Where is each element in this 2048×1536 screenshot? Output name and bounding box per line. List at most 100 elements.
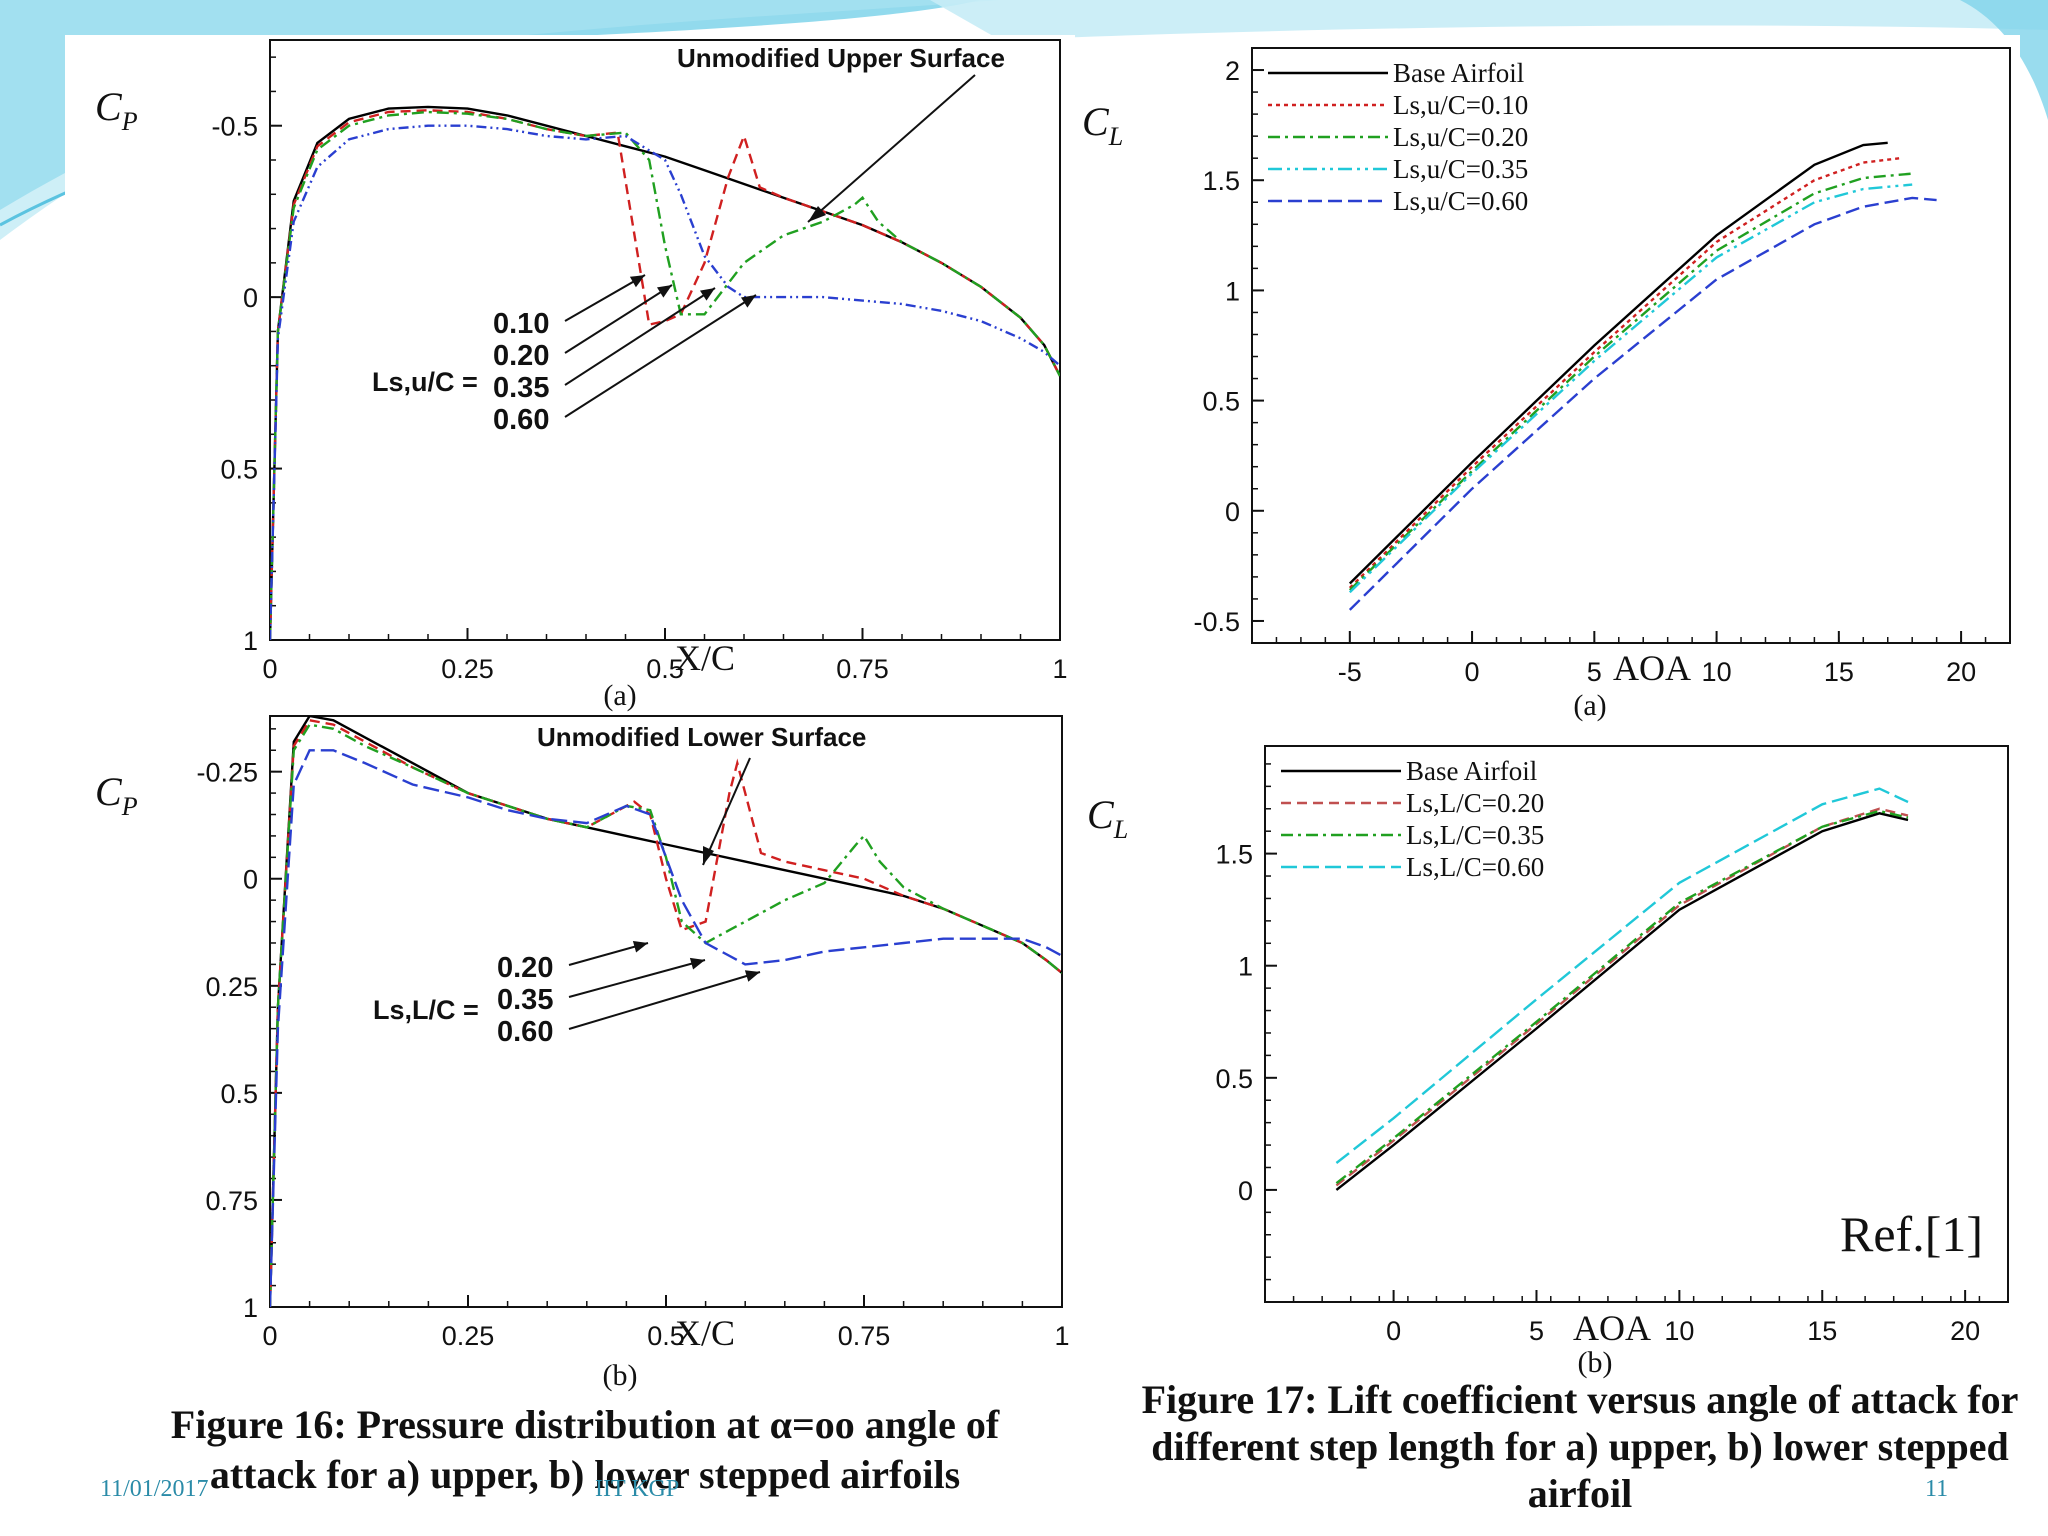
step-arrow xyxy=(564,287,716,386)
y-tick-label: -0.25 xyxy=(196,758,258,788)
x-tick-label: 10 xyxy=(1702,657,1732,687)
figure-17-caption: Figure 17: Lift coefficient versus angle… xyxy=(1141,1377,2019,1516)
annotation-text: Unmodified Lower Surface xyxy=(537,722,866,752)
x-tick-label: 5 xyxy=(1529,1316,1544,1346)
x-tick-label: 1 xyxy=(1054,1321,1069,1351)
y-tick-label: 0 xyxy=(1238,1176,1253,1206)
pressure-upper-plot: 0 0.25 0.5 0.75 1 -0.5 0 0.5 1 CP X/C (a) Unmodified… xyxy=(95,39,1068,712)
y-axis: -0.25 0 0.25 0.5 0.75 1 xyxy=(196,728,282,1323)
annotation-arrowhead xyxy=(703,846,714,865)
series-line xyxy=(270,718,1062,1307)
step-arrowhead xyxy=(629,275,645,288)
series-line xyxy=(270,723,1062,1307)
x-tick-label: 5 xyxy=(1587,657,1602,687)
step-label-prefix: Ls,u/C = xyxy=(372,367,478,397)
y-axis-label-sub: L xyxy=(1113,815,1128,844)
series-line xyxy=(1348,172,1913,591)
y-tick-label: 0 xyxy=(243,283,258,313)
step-label: 0.60 xyxy=(497,1016,553,1048)
y-tick-label: -0.5 xyxy=(1193,607,1240,637)
legend-entry: Base Airfoil xyxy=(1393,58,1524,88)
annotation-arrow xyxy=(702,757,751,866)
step-arrow xyxy=(564,284,673,354)
series-line xyxy=(1348,141,1888,585)
y-tick-label: 1.5 xyxy=(1202,166,1240,196)
step-label: 0.10 xyxy=(493,308,549,340)
step-arrowhead xyxy=(657,285,672,298)
x-axis-label: X/C xyxy=(675,1313,735,1353)
y-tick-label: 0.25 xyxy=(205,972,258,1002)
legend-entry: Ls,u/C=0.20 xyxy=(1393,122,1528,152)
step-arrow xyxy=(568,959,706,998)
step-arrowhead xyxy=(744,970,760,982)
x-tick-label: 0.25 xyxy=(441,654,494,684)
step-arrowhead xyxy=(741,295,756,308)
x-axis: 0 0.25 0.5 0.75 1 xyxy=(262,628,1068,684)
figure-16-caption: Figure 16: Pressure distribution at α=oo… xyxy=(170,1402,1000,1497)
x-tick-label: 0 xyxy=(1386,1316,1401,1346)
step-label: 0.60 xyxy=(493,404,549,436)
x-tick-label: 10 xyxy=(1664,1316,1694,1346)
y-axis: -0.5 0 0.5 1 1.5 2 xyxy=(1193,56,1264,644)
footer-date: 11/01/2017 xyxy=(100,1476,209,1502)
legend-entry: Ls,u/C=0.10 xyxy=(1393,90,1528,120)
x-axis-label: AOA xyxy=(1613,648,1691,688)
annotation-arrow xyxy=(807,74,976,223)
series-line xyxy=(1335,809,1909,1185)
series-group xyxy=(270,716,1062,1307)
y-axis-label-sub: L xyxy=(1108,122,1123,151)
panel-label: (b) xyxy=(603,1359,638,1392)
y-axis-label-sub: P xyxy=(121,107,138,136)
x-axis: 0 0.25 0.5 0.75 1 xyxy=(262,1295,1070,1351)
x-tick-label: 0.5 xyxy=(646,654,684,684)
y-tick-label: 1 xyxy=(1225,276,1240,306)
plot-frame xyxy=(1251,47,2011,644)
series-group xyxy=(1348,141,1937,611)
footer-institution: IIT KGP xyxy=(595,1476,680,1502)
series-line xyxy=(1348,183,1913,594)
step-arrow xyxy=(564,274,646,322)
y-tick-label: 0.5 xyxy=(220,455,258,485)
x-tick-label: 0 xyxy=(1465,657,1480,687)
x-tick-label: 0.25 xyxy=(442,1321,495,1351)
legend: Base AirfoilLs,u/C=0.10Ls,u/C=0.20Ls,u/C… xyxy=(1268,58,1528,216)
x-tick-label: 20 xyxy=(1946,657,1976,687)
y-tick-label: 1 xyxy=(243,1293,258,1323)
legend-entry: Ls,u/C=0.60 xyxy=(1393,186,1528,216)
legend-entry: Ls,u/C=0.35 xyxy=(1393,154,1528,184)
y-tick-label: -0.5 xyxy=(211,112,258,142)
annotation-arrowhead xyxy=(808,206,826,222)
x-tick-label: 0 xyxy=(262,1321,277,1351)
x-axis: -5 0 5 10 15 20 xyxy=(1251,631,2011,687)
x-tick-label: -5 xyxy=(1338,657,1362,687)
step-arrowhead xyxy=(700,288,715,301)
y-tick-label: 0.5 xyxy=(220,1079,258,1109)
annotation: Unmodified Upper Surface 0.100.200.350.60… xyxy=(372,43,1005,436)
step-label: 0.20 xyxy=(493,340,549,372)
x-tick-label: 15 xyxy=(1807,1316,1837,1346)
step-label: 0.35 xyxy=(493,372,549,404)
y-tick-label: 0 xyxy=(243,865,258,895)
x-tick-label: 0 xyxy=(262,654,277,684)
y-axis: -0.5 0 0.5 1 xyxy=(211,56,282,656)
step-arrow xyxy=(568,971,761,1030)
series-line xyxy=(1335,787,1909,1164)
y-tick-label: 0.5 xyxy=(1202,387,1240,417)
x-tick-label: 15 xyxy=(1824,657,1854,687)
series-group xyxy=(270,105,1060,640)
x-axis-label: AOA xyxy=(1573,1308,1651,1348)
step-arrowhead xyxy=(689,957,705,970)
pressure-lower-plot: 0 0.25 0.5 0.75 1 -0.25 0 0.25 0.5 0.75 1 CP X/C (b) U… xyxy=(95,715,1070,1392)
legend: Base AirfoilLs,L/C=0.20Ls,L/C=0.35Ls,L/C… xyxy=(1281,756,1544,882)
x-axis: 0 5 10 15 20 xyxy=(1264,1290,2009,1346)
series-line xyxy=(1348,196,1937,611)
y-axis-label: CL xyxy=(1087,792,1128,844)
step-arrowhead xyxy=(632,941,648,953)
step-label: 0.20 xyxy=(497,952,553,984)
series-line xyxy=(1335,812,1909,1191)
y-tick-label: 0 xyxy=(1225,497,1240,527)
x-tick-label: 20 xyxy=(1950,1316,1980,1346)
annotation: Unmodified Lower Surface 0.200.350.60 Ls,L… xyxy=(373,722,866,1048)
